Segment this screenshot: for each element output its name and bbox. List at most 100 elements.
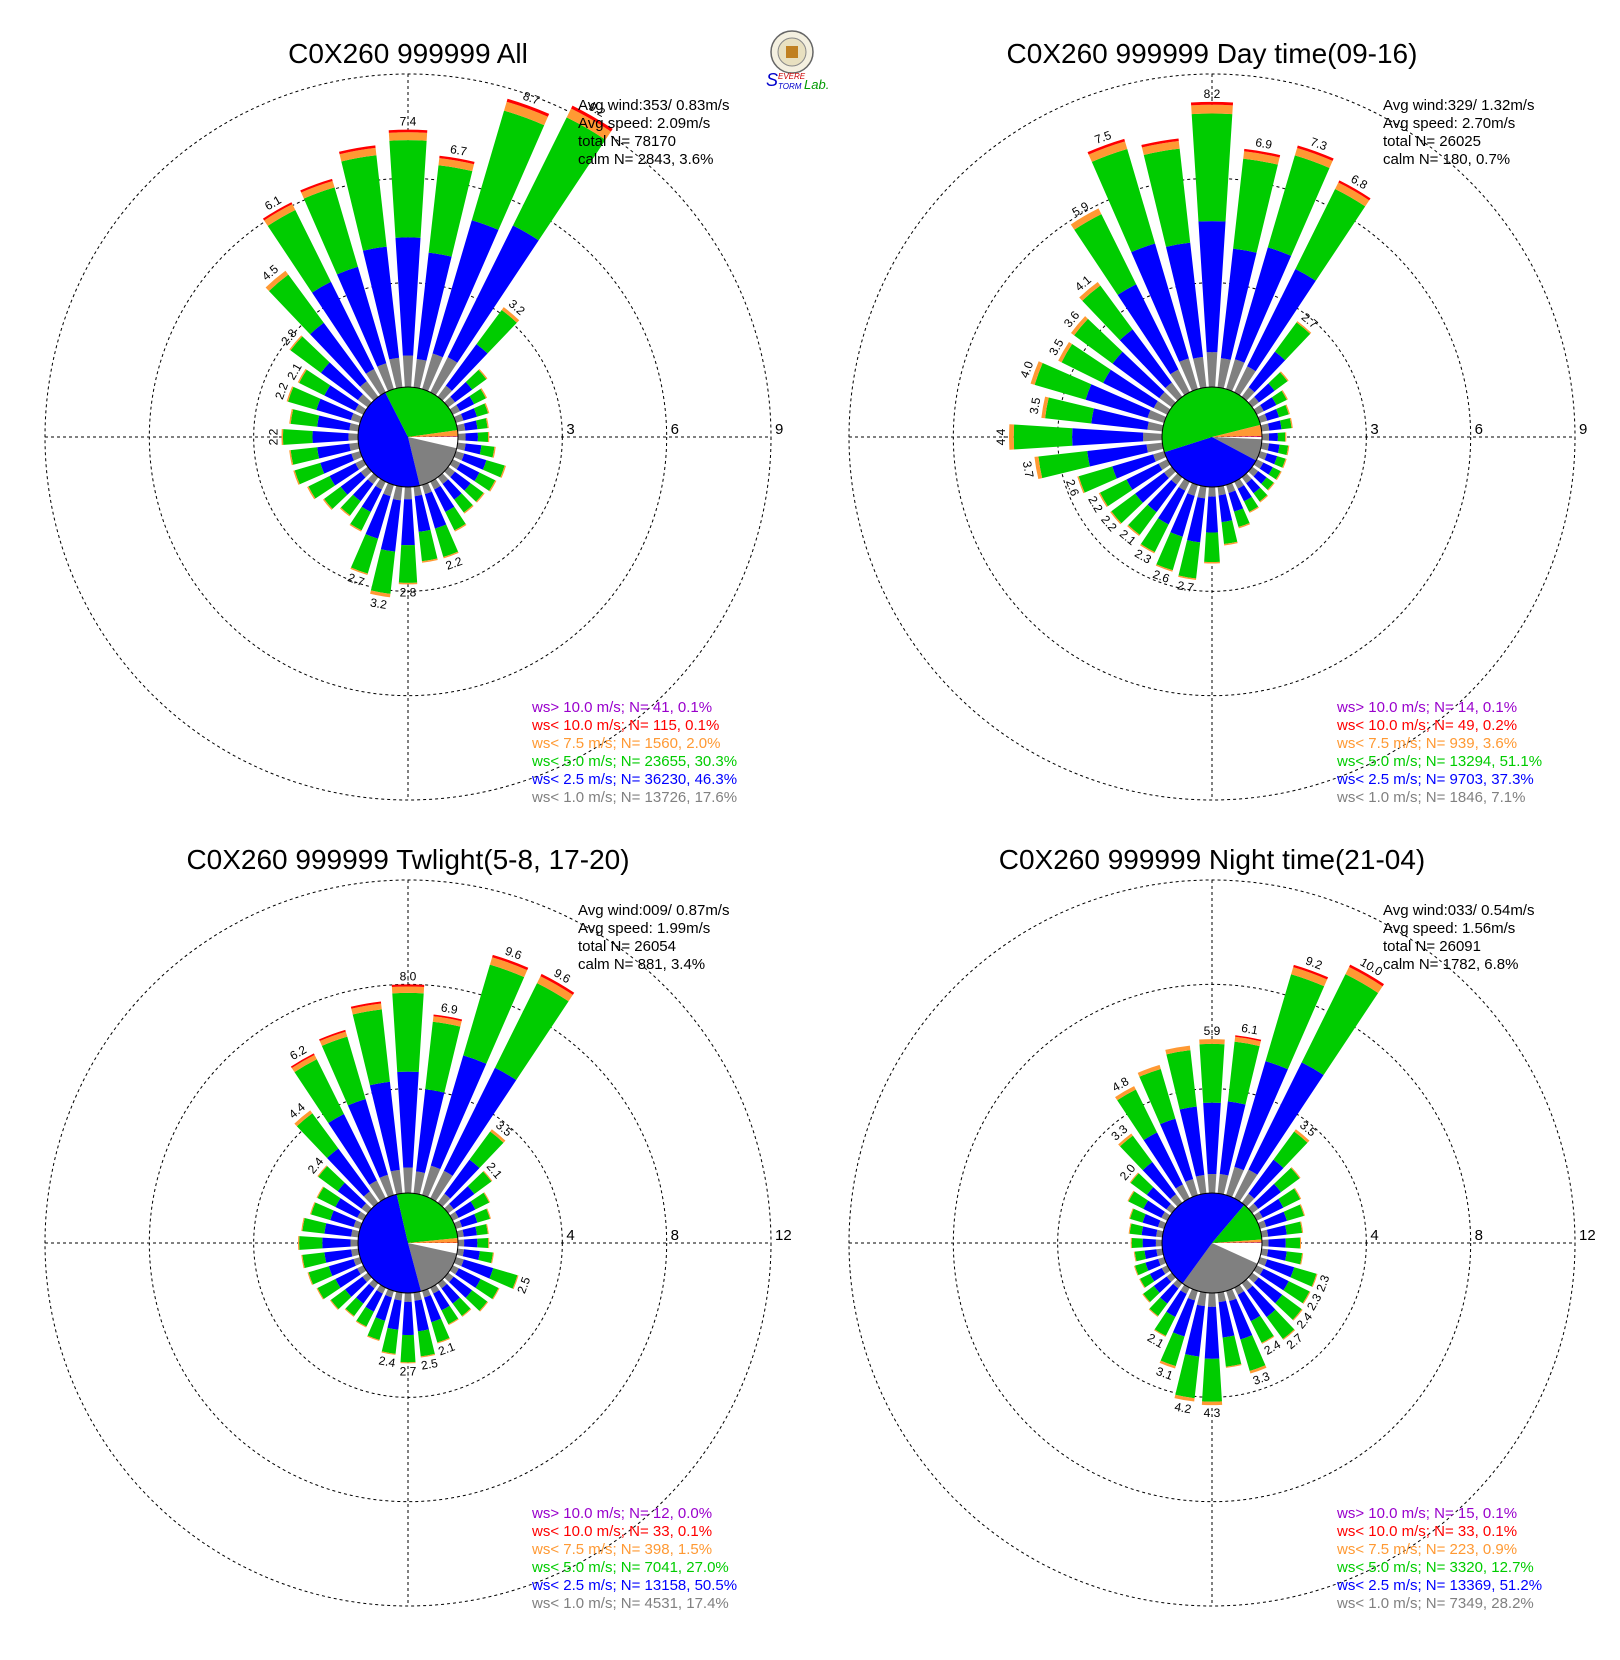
wind-bar-segment [1134,1265,1139,1276]
wind-bar-segment [1294,147,1333,169]
logo-text-severe: EVERE [778,72,806,81]
wind-bar-segment [363,1191,379,1207]
wind-bar-segment [1142,1293,1151,1303]
wind-bar-segment [1034,363,1092,400]
wind-bar-segment [1155,564,1173,572]
wind-bar-segment [402,1301,414,1336]
wind-bar-segment [417,1329,435,1357]
wind-bar-segment [316,1186,324,1199]
wind-bar-segment [1143,1285,1160,1302]
wind-bar-segment [355,1320,367,1328]
wind-bar-segment [484,403,490,414]
wind-bar-segment [1141,138,1179,148]
wind-bar-segment [1261,1335,1275,1344]
wind-bar-segment [1259,1268,1289,1291]
wind-bar-segment [494,983,569,1081]
wind-bar-segment [1147,479,1177,513]
wind-bar-segment [1282,1329,1296,1340]
wind-bar-segment [432,220,499,358]
wind-bar-segment [328,1259,356,1277]
wind-bar-segment [367,473,379,485]
bar-value-label: 7.5 [1093,128,1114,147]
wind-bar-segment [1295,189,1366,281]
wind-bar-segment [1204,1306,1220,1359]
wind-bar-segment [383,482,394,497]
wind-bar-segment [268,274,324,335]
bar-value-label: 3.3 [1251,1369,1272,1388]
stat-avg-wind: Avg wind:033/ 0.54m/s [1383,902,1534,919]
wind-bar-segment [1127,1190,1135,1202]
legend-entry: ws< 10.0 m/s; N= 49, 0.2% [1336,717,1517,734]
wind-bar-segment [1338,180,1371,201]
wind-bar-segment [489,1268,518,1289]
wind-bar-segment [422,1165,441,1198]
wind-bar-segment [449,1276,473,1298]
pie-slice [1161,1192,1245,1284]
wind-bar-segment [1137,1064,1161,1077]
wind-bar-segment [299,369,331,396]
wind-bar-segment [1115,1086,1136,1101]
wind-bar-segment [1278,1188,1301,1208]
wind-bar-segment [1285,404,1290,415]
wind-bar-segment [1217,1291,1226,1303]
wind-bar-segment [294,1059,344,1124]
wind-bar-segment [465,369,487,390]
wind-bar-segment [1246,1285,1276,1318]
wind-bar-segment [1156,1248,1164,1257]
wind-bar-segment [1260,1229,1269,1238]
wind-bar-segment [353,1257,363,1266]
wind-bar-segment [1191,113,1233,222]
bar-value-label: 2.7 [346,570,367,589]
stat-avg-speed: Avg speed: 2.09m/s [578,115,710,132]
wind-bar-segment [1276,404,1289,418]
wind-bar-segment [1087,444,1148,467]
wind-bar-segment [506,98,550,117]
wind-bar-segment [1285,1251,1303,1265]
range-ring [44,73,772,801]
wind-bar-segment [1335,182,1370,207]
stat-avg-speed: Avg speed: 1.56m/s [1383,920,1515,937]
wind-bar-segment [1243,151,1280,165]
wind-bar-segment [453,451,465,461]
wind-bar-segment [461,1259,494,1279]
wind-bar-segment [1185,1178,1198,1198]
wind-bar-segment [1129,1208,1146,1223]
wind-bar-segment [1135,472,1169,503]
wind-bar-segment [402,355,414,388]
wind-bar-segment [377,363,394,392]
wind-bar-segment [317,415,351,431]
wind-bar-segment [1172,1297,1196,1337]
wind-bar-segment [1268,372,1288,391]
legend-entry: ws< 10.0 m/s; N= 115, 0.1% [531,717,719,734]
wind-bar-segment [1289,417,1293,429]
wind-bar-segment [360,466,372,478]
wind-bar-segment [442,479,462,500]
wind-bar-segment [1274,456,1286,468]
wind-bar-segment [1296,321,1312,334]
wind-bar-segment [1070,316,1088,336]
wind-bar-segment [1158,459,1171,470]
wind-bar-segment [1134,1262,1149,1276]
wind-bar-segment [464,1238,478,1248]
severe-storm-lab-logo: S EVERE TORM Lab. [766,30,829,92]
legend-entry: ws> 10.0 m/s; N= 12, 0.0% [531,1505,712,1522]
wind-bar-segment [1142,1214,1161,1228]
wind-bar-segment [1260,1248,1269,1257]
wind-bar-segment [434,524,459,557]
wind-bar-segment [1197,1291,1207,1307]
wind-bar-segment [1206,352,1218,388]
wind-bar-segment [1257,1257,1268,1267]
wind-bar-segment [1249,506,1259,513]
wind-bar-segment [1285,1237,1301,1249]
wind-bar-segment [460,408,478,421]
wind-bar-segment [1190,101,1234,106]
panel-title: C0X260 999999 All [288,38,528,69]
wind-bar-segment [388,132,428,141]
wind-bar-segment [1202,1358,1222,1402]
wind-bar-segment [375,1295,392,1321]
ring-label: 8 [1475,1227,1483,1244]
wind-bar-segment [1199,1039,1225,1045]
wind-bar-segment [437,1193,451,1207]
wind-bar-segment [1237,485,1252,502]
